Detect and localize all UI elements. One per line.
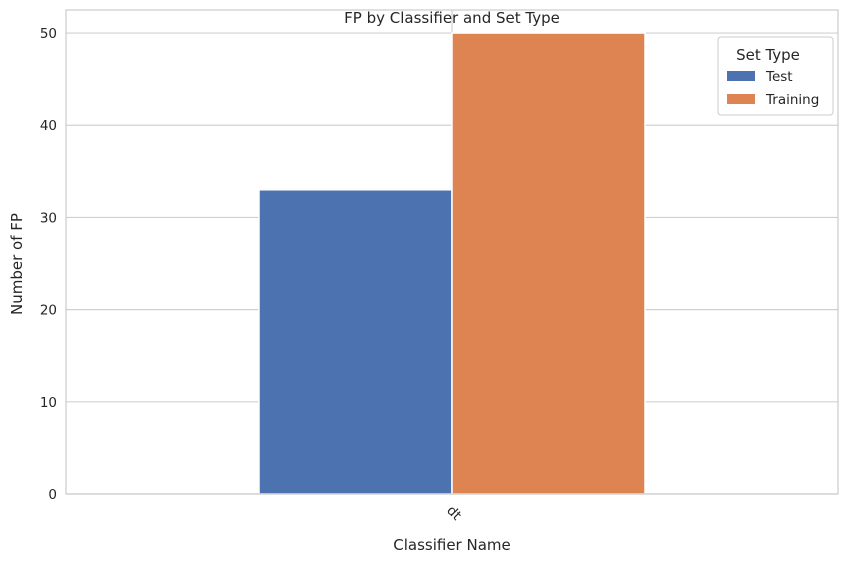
y-axis-label: Number of FP — [8, 213, 26, 315]
chart-title: FP by Classifier and Set Type — [344, 9, 560, 27]
x-axis-label: Classifier Name — [393, 536, 511, 554]
y-tick-label: 30 — [40, 210, 57, 226]
legend: Set Type Test Training — [717, 36, 834, 116]
y-tick-label: 40 — [40, 118, 57, 134]
legend-swatch — [727, 71, 755, 81]
y-tick-label: 20 — [40, 303, 57, 319]
y-tick-labels: 0 10 20 30 40 50 — [40, 26, 57, 503]
legend-swatch — [727, 94, 755, 104]
y-tick-label: 50 — [40, 26, 57, 42]
y-tick-label: 0 — [48, 487, 57, 503]
bar-training-dt — [451, 32, 646, 495]
legend-title: Set Type — [736, 46, 800, 64]
y-tick-label: 10 — [40, 395, 57, 411]
legend-label: Training — [765, 92, 819, 108]
bar-test-dt — [258, 189, 453, 495]
legend-entries: Test Training — [727, 69, 819, 108]
legend-label: Test — [765, 69, 793, 85]
bars — [258, 32, 646, 495]
plot-frame — [65, 9, 839, 495]
